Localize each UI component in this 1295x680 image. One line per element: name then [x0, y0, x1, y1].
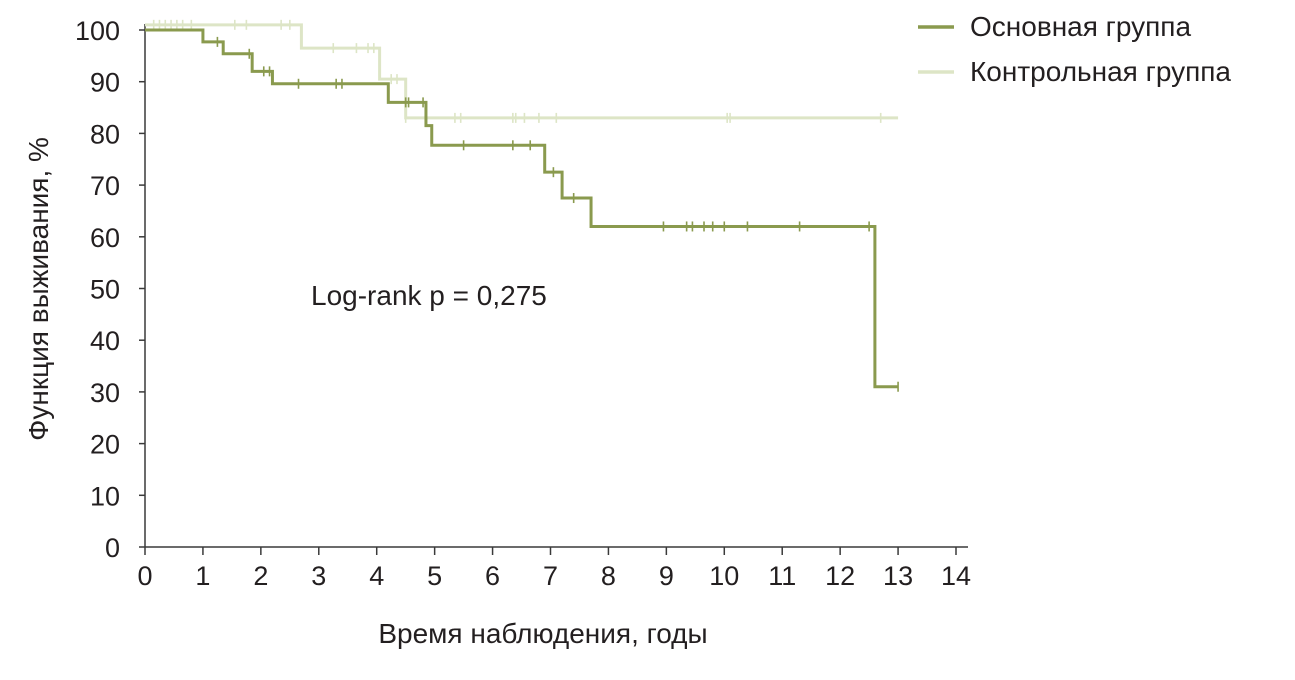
x-tick-label: 14 — [941, 561, 971, 591]
x-axis-title: Время наблюдения, годы — [378, 618, 707, 649]
y-tick-label: 50 — [90, 275, 120, 305]
x-tick-label: 0 — [137, 561, 152, 591]
x-tick-label: 6 — [485, 561, 500, 591]
x-tick-label: 9 — [659, 561, 674, 591]
axes: 0 1 2 3 4 5 6 7 8 9 10 11 12 13 14 0102030405060708090… — [75, 16, 971, 591]
x-tick-label: 1 — [195, 561, 210, 591]
x-tick-label: 4 — [369, 561, 384, 591]
y-tick-label: 30 — [90, 378, 120, 408]
x-tick-label: 3 — [311, 561, 326, 591]
y-tick-label: 90 — [90, 68, 120, 98]
x-tick-label: 5 — [427, 561, 442, 591]
x-tick-label: 8 — [601, 561, 616, 591]
y-tick-label: 0 — [105, 533, 120, 563]
legend-label-control: Контрольная группа — [970, 56, 1231, 87]
y-tick-label: 60 — [90, 223, 120, 253]
y-tick-label: 70 — [90, 171, 120, 201]
y-tick-label: 20 — [90, 430, 120, 460]
survival-step-line — [145, 28, 899, 389]
y-tick-label: 40 — [90, 326, 120, 356]
legend-label-main: Основная группа — [970, 11, 1191, 42]
log-rank-annotation: Log-rank p = 0,275 — [311, 280, 547, 311]
series-main — [145, 28, 899, 392]
legend-item-control: Контрольная группа — [918, 56, 1231, 87]
x-tick-label: 7 — [543, 561, 558, 591]
y-axis-ticks: 0 10 20 30 40 50 60 70 80 90 100 — [75, 16, 145, 563]
legend-item-main: Основная группа — [918, 11, 1191, 42]
x-axis-ticks: 0 1 2 3 4 5 6 7 8 9 10 11 12 13 14 — [137, 547, 971, 591]
y-tick-label: 100 — [75, 16, 120, 46]
x-tick-label: 11 — [768, 561, 796, 591]
y-tick-label: 10 — [90, 481, 120, 511]
x-tick-label: 12 — [825, 561, 855, 591]
x-tick-label: 2 — [253, 561, 268, 591]
series-layer — [145, 19, 899, 392]
x-tick-label: 10 — [709, 561, 739, 591]
series-control — [145, 19, 899, 123]
survival-step-line — [145, 23, 899, 120]
x-tick-label: 13 — [883, 561, 913, 591]
y-tick-label: 80 — [90, 119, 120, 149]
legend: Основная группа Контрольная группа — [918, 11, 1231, 87]
y-axis-title: Функция выживания, % — [23, 137, 54, 441]
